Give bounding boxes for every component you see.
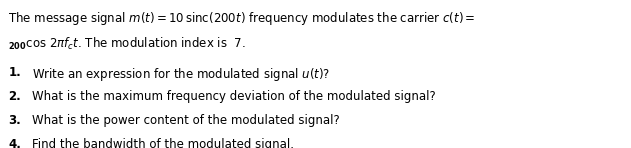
Text: What is the maximum frequency deviation of the modulated signal?: What is the maximum frequency deviation … (32, 90, 436, 103)
Text: What is the power content of the modulated signal?: What is the power content of the modulat… (32, 114, 340, 127)
Text: 2.: 2. (8, 90, 21, 103)
Text: The message signal $m(t) = 10\,\mathrm{sinc}(200t)$ frequency modulates the carr: The message signal $m(t) = 10\,\mathrm{s… (8, 10, 476, 27)
Text: $_{\mathbf{200}}$$\mathbf{\cos}$$\, 2\pi f_c t$. The modulation index is  7.: $_{\mathbf{200}}$$\mathbf{\cos}$$\, 2\pi… (8, 36, 246, 52)
Text: 3.: 3. (8, 114, 21, 127)
Text: 1.: 1. (8, 66, 21, 79)
Text: Write an expression for the modulated signal $u(t)$?: Write an expression for the modulated si… (32, 66, 331, 83)
Text: Find the bandwidth of the modulated signal.: Find the bandwidth of the modulated sign… (32, 137, 294, 148)
Text: 4.: 4. (8, 137, 21, 148)
